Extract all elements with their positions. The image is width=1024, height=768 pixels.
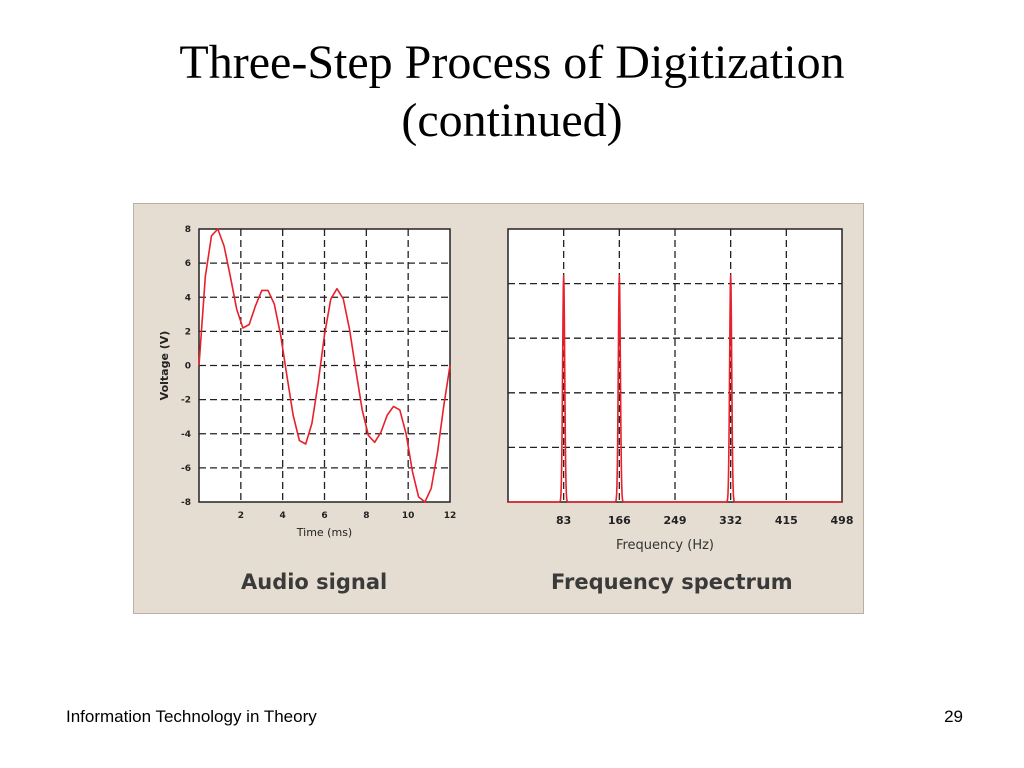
spectrum-x-tick-label: 332 [719, 514, 742, 527]
audio-y-tick-label: -4 [181, 430, 191, 440]
audio-y-tick-label: -2 [181, 396, 191, 406]
audio-x-axis-label: Time (ms) [296, 526, 352, 539]
spectrum-x-axis-label: Frequency (Hz) [616, 538, 714, 553]
spectrum-x-tick-label: 83 [556, 514, 571, 527]
audio-y-tick-label: 6 [185, 259, 191, 269]
audio-y-tick-label: 2 [185, 327, 191, 337]
audio-x-tick-label: 6 [321, 511, 327, 521]
audio-y-tick-label: -8 [181, 498, 191, 508]
frequency-spectrum-chart: 83 166 249 332 415 498 Frequency (Hz) Frequency… [507, 228, 854, 594]
audio-y-tick-label: -6 [181, 464, 191, 474]
figure-panel: 2 4 6 8 10 12 -8 -6 -4 -2 0 2 4 6 8 Time (ms) Voltage (V… [133, 203, 864, 614]
footer-text: Information Technology in Theory [66, 707, 317, 726]
audio-caption: Audio signal [241, 570, 387, 594]
page-number: 29 [944, 707, 963, 726]
audio-signal-chart: 2 4 6 8 10 12 -8 -6 -4 -2 0 2 4 6 8 Time (ms) Voltage (V… [158, 225, 456, 594]
audio-x-tick-label: 4 [280, 511, 286, 521]
audio-x-tick-label: 10 [402, 511, 415, 521]
spectrum-x-tick-label: 415 [775, 514, 798, 527]
figure-svg: 2 4 6 8 10 12 -8 -6 -4 -2 0 2 4 6 8 Time (ms) Voltage (V… [158, 225, 854, 594]
spectrum-line [507, 274, 843, 503]
audio-x-tick-label: 8 [363, 511, 369, 521]
slide-title-line-2: (continued) [401, 94, 623, 147]
spectrum-caption: Frequency spectrum [551, 570, 793, 594]
spectrum-x-tick-label: 498 [831, 514, 854, 527]
spectrum-x-tick-label: 166 [608, 514, 631, 527]
audio-signal-line [198, 228, 451, 503]
audio-y-axis-label: Voltage (V) [158, 331, 171, 401]
spectrum-x-tick-label: 249 [664, 514, 687, 527]
audio-x-tick-label: 2 [238, 511, 244, 521]
audio-y-tick-label: 8 [185, 225, 191, 235]
audio-y-tick-label: 4 [185, 293, 191, 303]
slide-title-line-1: Three-Step Process of Digitization [179, 36, 845, 89]
audio-y-tick-label: 0 [185, 362, 191, 372]
slide-title: Three-Step Process of Digitization (cont… [0, 34, 1024, 150]
audio-x-tick-label: 12 [444, 511, 457, 521]
